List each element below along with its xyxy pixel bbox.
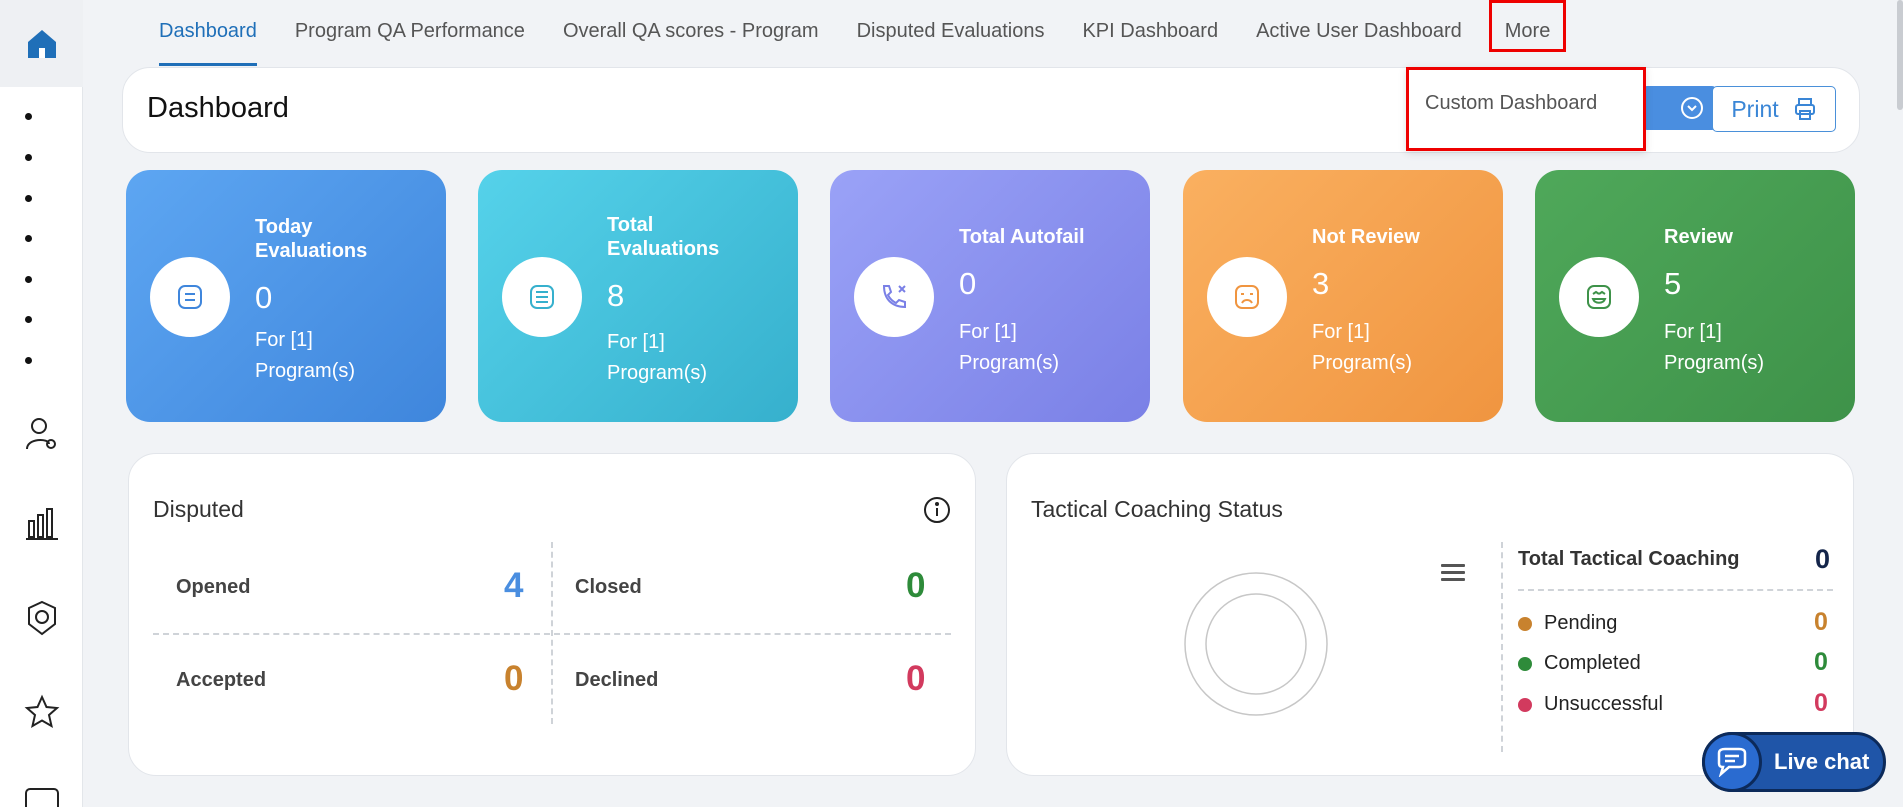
bar-chart-icon[interactable] xyxy=(22,504,62,544)
monitor-icon[interactable] xyxy=(22,782,62,807)
closed-value[interactable]: 0 xyxy=(906,566,926,605)
tab-program-qa-performance[interactable]: Program QA Performance xyxy=(294,20,525,42)
top-tabs: Dashboard Program QA Performance Overall… xyxy=(140,0,1567,66)
call-missed-icon xyxy=(882,285,906,309)
declined-value[interactable]: 0 xyxy=(906,659,926,698)
opened-value[interactable]: 4 xyxy=(504,566,524,605)
happy-face-icon xyxy=(1587,285,1611,309)
total-coaching-value: 0 xyxy=(1815,544,1831,574)
live-chat-label: Live chat xyxy=(1774,749,1870,774)
card-label: Not Review xyxy=(1312,226,1420,248)
card-subtext: For [1] Program(s) xyxy=(959,321,1060,374)
accepted-value[interactable]: 0 xyxy=(504,659,524,698)
card-subtext: For [1] Program(s) xyxy=(1664,321,1765,374)
tab-more[interactable]: More xyxy=(1488,0,1567,52)
card-label: Total Evaluations xyxy=(607,214,720,260)
legend-dot xyxy=(1518,697,1532,712)
card-label: Total Autofail xyxy=(959,226,1085,248)
legend-label: Unsuccessful xyxy=(1544,693,1663,715)
card-not-review[interactable]: Not Review 3 For [1] Program(s) xyxy=(1183,170,1503,422)
sidebar-dot[interactable] xyxy=(25,276,32,283)
shield-badge-icon[interactable] xyxy=(22,598,62,638)
card-label: Review xyxy=(1664,226,1733,248)
sidebar-dot[interactable] xyxy=(25,316,32,323)
sidebar-dot[interactable] xyxy=(25,235,32,242)
print-button[interactable]: Print xyxy=(1712,86,1836,132)
sidebar-dot[interactable] xyxy=(25,357,32,364)
sidebar xyxy=(0,0,83,807)
sidebar-dot[interactable] xyxy=(25,113,32,120)
card-label: Today Evaluations xyxy=(255,216,368,262)
legend-dot xyxy=(1518,656,1532,671)
card-subtext: For [1] Program(s) xyxy=(1312,321,1413,374)
panel-title: Tactical Coaching Status xyxy=(1031,496,1283,522)
card-value: 8 xyxy=(607,278,625,313)
legend-value: 0 xyxy=(1814,608,1828,636)
card-subtext: For [1] Program(s) xyxy=(607,331,708,384)
legend-completed[interactable]: Completed xyxy=(1518,652,1641,675)
declined-label: Declined xyxy=(575,669,659,691)
legend-dot xyxy=(1518,616,1532,631)
sidebar-dot[interactable] xyxy=(25,195,32,202)
legend-unsuccessful[interactable]: Unsuccessful xyxy=(1518,693,1663,716)
card-value: 5 xyxy=(1664,266,1682,301)
sidebar-dot[interactable] xyxy=(25,154,32,161)
coaching-panel: Tactical Coaching Status xyxy=(1006,453,1854,776)
sad-face-icon xyxy=(1235,285,1259,309)
legend-label: Pending xyxy=(1544,612,1618,634)
tab-active-user-dashboard[interactable]: Active User Dashboard xyxy=(1256,20,1462,42)
more-dropdown: Custom Dashboard xyxy=(1406,67,1646,151)
legend-label: Completed xyxy=(1544,652,1641,674)
chat-bubble-icon xyxy=(1702,732,1762,792)
card-icon-circle xyxy=(1559,257,1639,337)
donut-chart xyxy=(1184,572,1328,716)
card-icon-circle xyxy=(854,257,934,337)
card-total-autofail[interactable]: Total Autofail 0 For [1] Program(s) xyxy=(830,170,1150,422)
card-subtext: For [1] Program(s) xyxy=(255,329,356,382)
card-icon-circle xyxy=(150,257,230,337)
tab-kpi-dashboard[interactable]: KPI Dashboard xyxy=(1082,20,1219,42)
tab-disputed-evaluations[interactable]: Disputed Evaluations xyxy=(856,20,1045,42)
menu-icon[interactable] xyxy=(1439,562,1467,584)
home-icon xyxy=(27,29,56,58)
printer-icon xyxy=(1794,98,1815,120)
note-icon xyxy=(178,285,202,309)
card-today-evaluations[interactable]: Today Evaluations 0 For [1] Program(s) xyxy=(126,170,446,422)
tab-dashboard[interactable]: Dashboard xyxy=(140,0,276,66)
legend-pending[interactable]: Pending xyxy=(1518,612,1617,635)
panel-title: Disputed xyxy=(153,496,244,522)
filter-dropdown-button[interactable] xyxy=(1643,86,1716,130)
card-review[interactable]: Review 5 For [1] Program(s) xyxy=(1535,170,1855,422)
divider xyxy=(551,542,553,724)
dropdown-item-custom-dashboard[interactable]: Custom Dashboard xyxy=(1425,92,1598,114)
print-label: Print xyxy=(1731,95,1779,122)
card-value: 0 xyxy=(255,280,273,315)
info-icon[interactable] xyxy=(923,496,951,524)
legend-value: 0 xyxy=(1814,689,1828,717)
sidebar-home[interactable] xyxy=(0,0,83,87)
list-icon xyxy=(530,285,554,309)
opened-label: Opened xyxy=(176,576,251,598)
live-chat-button[interactable]: Live chat xyxy=(1702,732,1886,792)
scrollbar[interactable] xyxy=(1897,0,1903,110)
closed-label: Closed xyxy=(575,576,642,598)
chevron-down-circle-icon xyxy=(1681,97,1703,119)
accepted-label: Accepted xyxy=(176,669,267,691)
legend-value: 0 xyxy=(1814,648,1828,676)
card-icon-circle xyxy=(502,257,582,337)
card-value: 0 xyxy=(959,266,977,301)
page-title: Dashboard xyxy=(147,92,289,124)
card-icon-circle xyxy=(1207,257,1287,337)
divider xyxy=(1501,542,1503,752)
star-icon[interactable] xyxy=(22,692,62,732)
total-coaching-label: Total Tactical Coaching xyxy=(1518,548,1740,570)
user-settings-icon[interactable] xyxy=(22,414,62,454)
disputed-panel: Disputed xyxy=(128,453,976,776)
tab-overall-qa-scores[interactable]: Overall QA scores - Program xyxy=(562,20,819,42)
card-value: 3 xyxy=(1312,266,1330,301)
card-total-evaluations[interactable]: Total Evaluations 8 For [1] Program(s) xyxy=(478,170,798,422)
divider xyxy=(1518,589,1833,591)
